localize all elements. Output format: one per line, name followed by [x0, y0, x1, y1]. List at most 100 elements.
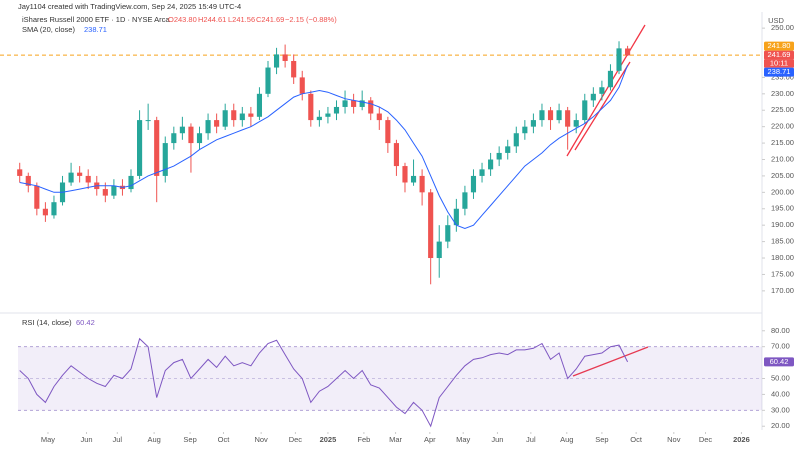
candle-body — [316, 116, 322, 121]
candle-body — [102, 189, 108, 196]
candle-body — [385, 120, 391, 144]
credit: Jay1104 created with TradingView.com, Se… — [18, 2, 241, 11]
y-tick-label: 205.00 — [771, 171, 794, 180]
candle-body — [436, 241, 442, 259]
candle-body — [265, 67, 271, 94]
y-tick-label: 235.00 — [771, 72, 794, 81]
candle-body — [607, 70, 614, 88]
candle-body — [256, 93, 263, 117]
candle-body — [496, 152, 502, 160]
y-tick-label: 80.00 — [771, 326, 790, 335]
candle-body — [239, 113, 245, 121]
y-tick-label: 180.00 — [771, 253, 794, 262]
candle-body — [222, 110, 228, 127]
candle-body — [556, 110, 562, 121]
x-tick-label: Oct — [218, 435, 231, 444]
candle-body — [205, 120, 211, 134]
candle-body — [505, 146, 511, 153]
x-tick-label: Sep — [183, 435, 196, 444]
y-tick-label: 170.00 — [771, 286, 794, 295]
candle-body — [539, 110, 545, 121]
y-tick-label: 70.00 — [771, 342, 790, 351]
candle-body — [248, 113, 254, 117]
symbol-title: iShares Russell 2000 ETF · 1D · NYSE Arc… — [22, 15, 170, 24]
x-tick-label: Jun — [491, 435, 503, 444]
candle-body — [351, 100, 357, 107]
candle-body — [231, 110, 237, 121]
candle-body — [282, 54, 288, 61]
y-tick-label: 215.00 — [771, 138, 794, 147]
candle-body — [273, 54, 280, 68]
candle-body — [325, 113, 331, 117]
x-tick-label: Apr — [424, 435, 436, 444]
x-tick-label: 2025 — [320, 435, 337, 444]
sma-line — [19, 65, 629, 230]
candle-body — [188, 126, 194, 144]
y-tick-label: 225.00 — [771, 105, 794, 114]
candle-body — [582, 100, 588, 121]
y-tick-label: 200.00 — [771, 187, 794, 196]
candle-body — [445, 225, 451, 242]
x-tick-label: Oct — [630, 435, 643, 444]
x-tick-label: Nov — [667, 435, 681, 444]
x-tick-label: May — [41, 435, 55, 444]
candle-body — [453, 208, 459, 226]
candle-body — [196, 133, 203, 144]
x-tick-label: May — [456, 435, 470, 444]
rsi-legend: RSI (14, close) — [22, 318, 72, 327]
x-tick-label: Jul — [113, 435, 123, 444]
candle-body — [573, 120, 579, 127]
candle-body — [590, 93, 596, 101]
candle-body — [145, 120, 151, 122]
rsi-value-text: 60.42 — [770, 357, 789, 366]
candle-body — [308, 93, 314, 121]
candle-body — [599, 87, 605, 94]
y-tick-label: 185.00 — [771, 237, 794, 246]
candle-body — [25, 175, 31, 186]
rsi-line — [19, 337, 629, 428]
currency: USD — [768, 16, 784, 25]
candle-body — [162, 143, 168, 176]
candle-body — [214, 120, 220, 127]
candle-body — [488, 159, 494, 170]
candle-body — [68, 172, 74, 183]
legend-high: H244.61 — [198, 15, 226, 24]
y-tick-label: 190.00 — [771, 220, 794, 229]
candle-body — [359, 100, 365, 107]
candle-body — [299, 77, 305, 94]
candle-body — [342, 100, 348, 107]
countdown-text: 10:11 — [770, 59, 788, 68]
candle-body — [565, 110, 571, 127]
candle-body — [419, 175, 425, 193]
y-tick-label: 40.00 — [771, 389, 790, 398]
x-tick-label: Dec — [699, 435, 713, 444]
candle-body — [17, 169, 23, 176]
candle-body — [410, 175, 417, 183]
hline-label-box — [764, 41, 794, 51]
candle-body — [179, 126, 185, 134]
y-tick-label: 30.00 — [771, 405, 790, 414]
x-tick-label: Nov — [254, 435, 268, 444]
y-tick-label: 195.00 — [771, 204, 794, 213]
candle-body — [513, 133, 519, 147]
candle-body — [333, 106, 340, 114]
candle-body — [428, 192, 434, 259]
y-tick-label: 220.00 — [771, 122, 794, 131]
candle-body — [85, 175, 91, 183]
last-price-text: 241.69 — [768, 50, 791, 59]
candle-body — [154, 120, 160, 176]
candle-body — [479, 169, 485, 176]
legend-low: L241.56 — [228, 15, 255, 24]
rsi-value-box — [764, 357, 794, 367]
candle-body — [625, 48, 631, 56]
candle-body — [34, 185, 40, 209]
rsi-legend-value: 60.42 — [76, 318, 95, 327]
sma-legend-value: 238.71 — [84, 25, 107, 34]
trend-line — [574, 61, 631, 151]
legend-change: −2.15 (−0.88%) — [285, 15, 337, 24]
candle-body — [42, 208, 48, 216]
x-tick-label: Aug — [147, 435, 160, 444]
candle-body — [547, 110, 554, 121]
